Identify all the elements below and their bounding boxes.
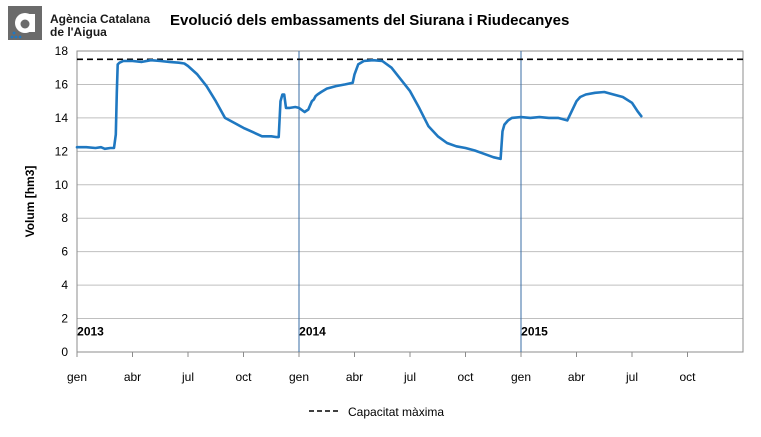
aca-logo-mark (8, 6, 42, 40)
chart-title: Evolució dels embassaments del Siurana i… (170, 12, 570, 29)
x-tick-label: oct (457, 370, 474, 384)
y-tick-label: 4 (61, 278, 68, 292)
x-tick-label: jul (181, 370, 194, 384)
volume-series-line (75, 58, 643, 161)
aca-logo: Agència Catalana de l'Aigua (6, 4, 156, 44)
plot-frame (76, 50, 744, 353)
y-tick-label: 14 (55, 111, 69, 125)
y-tick-label: 16 (55, 77, 69, 91)
x-tick-label: abr (124, 370, 141, 384)
x-tick-label: jul (403, 370, 416, 384)
y-tick-label: 8 (61, 211, 68, 225)
legend-capacity-label: Capacitat màxima (348, 405, 444, 419)
x-tick-label: gen (67, 370, 87, 384)
x-tick-label: abr (568, 370, 585, 384)
y-tick-label: 6 (61, 245, 68, 259)
y-tick-label: 12 (55, 144, 69, 158)
logo-line2: de l'Aigua (50, 25, 107, 39)
x-tick-label: abr (346, 370, 363, 384)
x-tick-label: jul (625, 370, 638, 384)
x-tick-label: oct (235, 370, 252, 384)
y-tick-label: 2 (61, 312, 68, 326)
y-axis-label: Volum [hm3] (23, 166, 37, 238)
logo-line1: Agència Catalana (50, 12, 151, 26)
y-tick-label: 10 (55, 178, 69, 192)
year-label: 2013 (77, 324, 104, 338)
x-tick-label: gen (289, 370, 309, 384)
y-tick-label: 18 (55, 44, 69, 58)
x-tick-label: oct (679, 370, 696, 384)
year-label: 2015 (521, 324, 548, 338)
year-label: 2014 (299, 324, 326, 338)
x-tick-label: gen (511, 370, 531, 384)
y-tick-label: 0 (61, 345, 68, 359)
